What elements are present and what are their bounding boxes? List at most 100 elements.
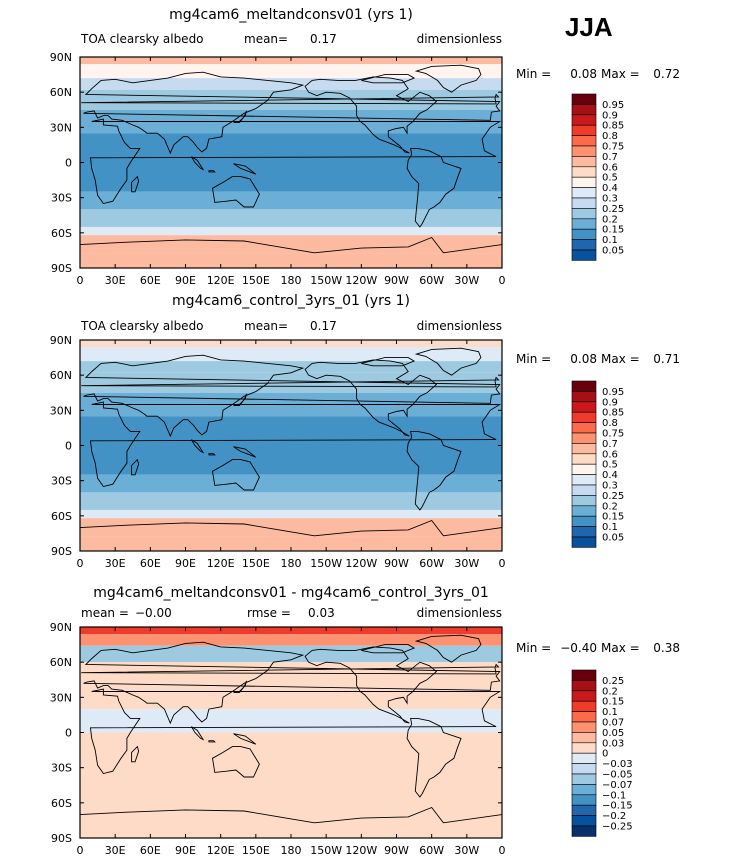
colorbar-label-4: 0.07: [602, 718, 624, 729]
colorbar-label-14: 0.05: [602, 246, 624, 257]
colorbar-label-13: 0.1: [602, 235, 618, 246]
coastline-1: [83, 641, 501, 725]
colorbar-label-0: 0.25: [602, 676, 624, 687]
coastline-3: [304, 359, 438, 437]
x-tick-label-9: 90W: [384, 557, 409, 570]
colorbar-cell-10: [571, 197, 597, 209]
colorbar-label-11: −0.1: [602, 790, 626, 801]
x-tick-label-3: 90E: [175, 844, 196, 857]
coastline-9: [233, 163, 257, 175]
colorbar-label-7: 0.5: [602, 460, 618, 471]
x-tick-label-1: 30E: [105, 274, 126, 287]
x-tick-label-1: 30E: [105, 844, 126, 857]
colorbar-cell-3: [571, 124, 597, 136]
colorbar-cell-14: [571, 815, 597, 827]
y-tick-label-6: 90S: [51, 545, 72, 558]
panel-stat-label: rmse =: [247, 606, 291, 620]
coastline-7: [191, 439, 205, 454]
y-tick-label-3: 0: [65, 727, 72, 740]
colorbar-label-4: 0.75: [602, 429, 624, 440]
coastline-4: [406, 430, 462, 511]
y-tick-label-6: 90S: [51, 832, 72, 845]
coastline-12: [361, 644, 416, 654]
panel-left-label: TOA clearsky albedo: [80, 32, 204, 46]
colorbar-label-10: −0.07: [602, 780, 633, 791]
field-band-1: [80, 634, 502, 646]
colorbar-label-7: 0.5: [602, 173, 618, 184]
y-tick-label-1: 60N: [50, 369, 72, 382]
field-band-5: [80, 732, 502, 838]
y-tick-label-2: 30N: [50, 404, 72, 417]
x-tick-label-2: 60E: [140, 274, 161, 287]
coastline-10: [131, 745, 140, 763]
colorbar-cell-4: [571, 422, 597, 434]
colorbar-cell-9: [571, 763, 597, 775]
field-band-3: [80, 662, 502, 710]
colorbar-label-1: 0.9: [602, 110, 618, 121]
colorbar-label-3: 0.8: [602, 418, 618, 429]
y-tick-label-4: 30S: [51, 762, 72, 775]
colorbar-cell-14: [571, 526, 597, 538]
y-tick-label-3: 0: [65, 157, 72, 170]
field-band-5: [80, 133, 502, 192]
x-tick-label-3: 90E: [175, 274, 196, 287]
map-panel-1: mg4cam6_meltandconsv01 (yrs 1) TOA clears…: [50, 7, 680, 287]
coastline-3: [304, 76, 438, 154]
coastlines: [80, 347, 502, 537]
colorbar-cell-5: [571, 432, 597, 444]
coastline-0: [89, 688, 502, 775]
colorbar-label-9: −0.05: [602, 770, 633, 781]
y-tick-label-1: 60N: [50, 656, 72, 669]
colorbar-label-1: 0.2: [602, 686, 618, 697]
min-value: 0.08: [570, 352, 597, 366]
coastline-3: [304, 646, 438, 724]
coastline-1: [83, 354, 501, 438]
colorbar-cell-3: [571, 700, 597, 712]
coastline-6: [233, 393, 247, 407]
colorbar-cell-12: [571, 505, 597, 517]
x-tick-label-11: 30W: [454, 844, 479, 857]
colorbar-cell-8: [571, 463, 597, 475]
y-tick-label-1: 60N: [50, 86, 72, 99]
colorbar-label-1: 0.9: [602, 397, 618, 408]
panel-title: mg4cam6_meltandconsv01 - mg4cam6_control…: [93, 585, 489, 601]
colorbar-label-10: 0.25: [602, 204, 624, 215]
colorbar-label-2: 0.85: [602, 121, 624, 132]
colorbar-cell-15: [571, 249, 597, 261]
colorbar-cell-10: [571, 773, 597, 785]
colorbar-cell-11: [571, 784, 597, 796]
colorbar-label-13: 0.1: [602, 522, 618, 533]
x-tick-label-5: 150E: [242, 844, 270, 857]
x-tick-label-0: 0: [77, 557, 84, 570]
panel-units: dimensionless: [417, 319, 502, 333]
colorbar-label-11: 0.2: [602, 501, 618, 512]
coastline-6: [233, 110, 247, 124]
colorbar-cell-6: [571, 732, 597, 744]
colorbar-cell-2: [571, 114, 597, 126]
map-panel-2: mg4cam6_control_3yrs_01 (yrs 1) TOA clear…: [50, 293, 680, 570]
coastline-1: [83, 71, 501, 155]
coastline-antarctica: [80, 806, 502, 824]
coastline-11: [81, 93, 500, 105]
colorbar-cell-15: [571, 825, 597, 837]
min-label: Min =: [516, 352, 551, 366]
coastline-9: [233, 446, 257, 458]
coastline-2: [212, 176, 260, 208]
colorbar: 0.950.90.850.80.750.70.60.50.40.30.250.2…: [571, 93, 624, 261]
field-band-2: [80, 361, 502, 373]
colorbar-cell-4: [571, 135, 597, 147]
colorbar-label-3: 0.1: [602, 707, 618, 718]
coastline-antarctica: [80, 236, 502, 254]
colorbar-cell-13: [571, 228, 597, 240]
x-tick-label-5: 150E: [242, 274, 270, 287]
colorbar-cell-2: [571, 690, 597, 702]
colorbar-label-3: 0.8: [602, 131, 618, 142]
colorbar-cell-7: [571, 742, 597, 754]
colorbar-label-6: 0.03: [602, 738, 624, 749]
field-band-8: [80, 226, 502, 236]
field-band-7: [80, 209, 502, 227]
field-band-6: [80, 191, 502, 210]
colorbar-label-5: 0.7: [602, 152, 618, 163]
x-tick-label-2: 60E: [140, 844, 161, 857]
